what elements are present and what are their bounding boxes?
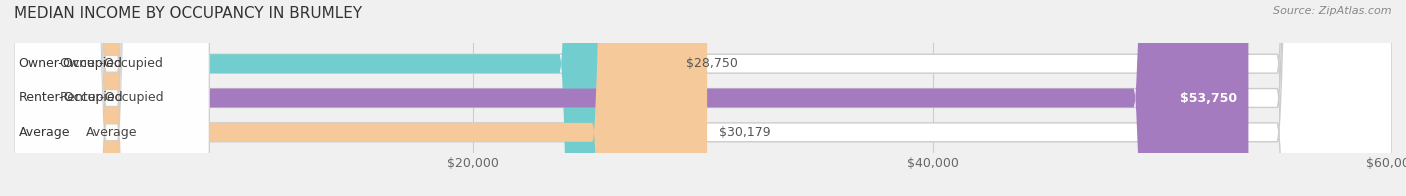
Text: MEDIAN INCOME BY OCCUPANCY IN BRUMLEY: MEDIAN INCOME BY OCCUPANCY IN BRUMLEY <box>14 6 363 21</box>
FancyBboxPatch shape <box>14 0 1249 196</box>
Text: $30,179: $30,179 <box>718 126 770 139</box>
Text: Owner-Occupied: Owner-Occupied <box>18 57 122 70</box>
FancyBboxPatch shape <box>14 0 209 196</box>
Text: Renter-Occupied: Renter-Occupied <box>59 92 165 104</box>
Text: $28,750: $28,750 <box>686 57 738 70</box>
FancyBboxPatch shape <box>14 0 209 196</box>
FancyBboxPatch shape <box>14 0 675 196</box>
Text: Average: Average <box>18 126 70 139</box>
Text: Average: Average <box>86 126 138 139</box>
Text: Owner-Occupied: Owner-Occupied <box>59 57 163 70</box>
FancyBboxPatch shape <box>14 0 209 196</box>
FancyBboxPatch shape <box>14 0 1392 196</box>
FancyBboxPatch shape <box>14 0 1392 196</box>
FancyBboxPatch shape <box>14 0 1392 196</box>
FancyBboxPatch shape <box>14 0 707 196</box>
Text: $53,750: $53,750 <box>1180 92 1237 104</box>
Text: Source: ZipAtlas.com: Source: ZipAtlas.com <box>1274 6 1392 16</box>
Text: Renter-Occupied: Renter-Occupied <box>18 92 124 104</box>
